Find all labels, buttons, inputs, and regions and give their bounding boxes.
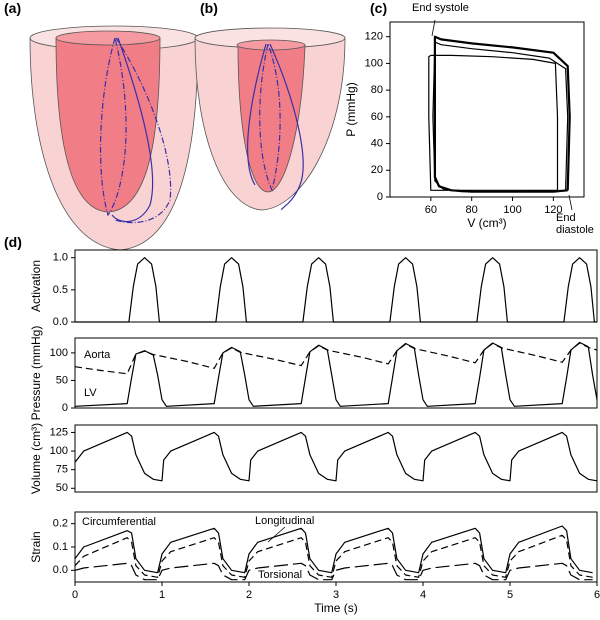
annotation: Torsional <box>258 569 303 581</box>
y-axis-label: Pressure (mmHg) <box>29 326 43 421</box>
x-tick-label: 3 <box>333 589 339 601</box>
panel-label: (b) <box>200 0 218 16</box>
x-axis-label: Time (s) <box>314 601 358 615</box>
series-line <box>74 341 598 407</box>
series-line <box>432 41 569 193</box>
series-line <box>74 342 598 375</box>
series-line <box>74 562 593 581</box>
y-tick-label: 40 <box>371 137 383 149</box>
series-line <box>74 534 593 578</box>
x-tick-label: 1 <box>159 589 165 601</box>
annotation: Longitudinal <box>255 515 315 527</box>
y-tick-label: 0.1 <box>53 541 68 553</box>
x-tick-label: 60 <box>425 204 437 216</box>
x-tick-label: 5 <box>507 589 513 601</box>
series-line <box>74 431 598 482</box>
y-tick-label: 100 <box>50 445 68 457</box>
y-tick-label: 100 <box>365 57 383 69</box>
series-line <box>428 54 559 191</box>
plot-frame <box>389 21 585 198</box>
y-tick-label: 60 <box>371 111 383 123</box>
y-tick-label: 80 <box>371 84 383 96</box>
arrow <box>431 19 436 37</box>
x-tick-label: 4 <box>420 589 426 601</box>
panel-label: (c) <box>370 0 388 16</box>
series-line <box>74 525 593 574</box>
y-tick-label: 0 <box>377 191 383 203</box>
y-tick-label: 0 <box>62 402 68 414</box>
x-tick-label: 120 <box>544 204 562 216</box>
y-tick-label: 100 <box>50 347 68 359</box>
y-tick-label: 50 <box>56 374 68 386</box>
y-axis-label: Activation <box>29 260 43 312</box>
plot-frame <box>74 249 598 323</box>
x-tick-label: 2 <box>246 589 252 601</box>
y-tick-label: 0.0 <box>53 316 68 328</box>
x-tick-label: 6 <box>594 589 600 601</box>
heart-b <box>194 27 346 211</box>
arrow <box>267 526 286 543</box>
y-tick-label: 125 <box>50 426 68 438</box>
annotation: End diastole <box>556 212 594 236</box>
y-tick-label: 75 <box>56 464 68 476</box>
y-tick-label: 20 <box>371 164 383 176</box>
y-axis-label: Volume (cm³) <box>29 423 43 494</box>
y-tick-label: 0.0 <box>53 564 68 576</box>
x-tick-label: 80 <box>466 204 478 216</box>
panel-label: (a) <box>4 0 22 16</box>
y-tick-label: 0.5 <box>53 284 68 296</box>
panel-label: (d) <box>4 234 22 250</box>
y-tick-label: 50 <box>56 482 68 494</box>
y-tick-label: 0.2 <box>53 518 68 530</box>
series-line <box>433 35 571 193</box>
annotation: Circumferential <box>82 516 156 528</box>
series-line <box>75 257 597 323</box>
y-axis-label: Strain <box>29 531 43 562</box>
annotation: Aorta <box>84 349 111 361</box>
annotation: LV <box>84 387 97 399</box>
annotation: End systole <box>412 2 469 14</box>
x-tick-label: 0 <box>72 589 78 601</box>
x-tick-label: 100 <box>503 204 521 216</box>
y-tick-label: 1.0 <box>53 252 68 264</box>
y-tick-label: 120 <box>365 31 383 43</box>
plot-frame <box>74 424 598 493</box>
heart-a <box>29 25 199 251</box>
plot-frame <box>74 337 598 409</box>
x-axis-label: V (cm³) <box>467 216 506 230</box>
y-axis-label: P (mmHg) <box>344 82 358 136</box>
